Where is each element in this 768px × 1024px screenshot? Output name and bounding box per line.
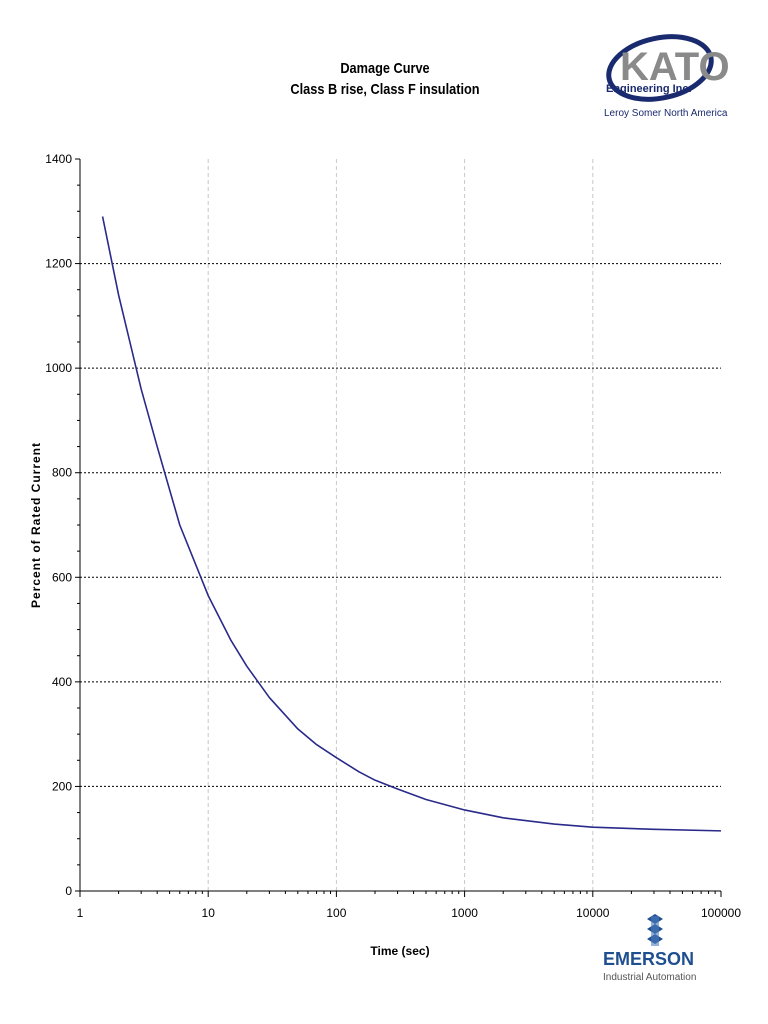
- kato-logo-subtext: Engineering Inc.: [606, 83, 692, 95]
- emerson-logo-text: EMERSON: [603, 949, 694, 969]
- x-tick-label: 100000: [701, 906, 741, 920]
- x-tick-label: 1000: [451, 906, 478, 920]
- ticks-layer: 0 200 400 600 800 1000 1200 1400 1 10 100 1000 10000…: [45, 152, 741, 920]
- kato-logo: KATO Engineering Inc. Leroy Somer North …: [604, 34, 730, 119]
- emerson-logo: EMERSON Industrial Automation: [603, 914, 696, 983]
- kato-parent-text: Leroy Somer North America: [604, 108, 728, 119]
- emerson-logo-subtext: Industrial Automation: [603, 972, 696, 983]
- series-layer: [101, 216, 722, 832]
- x-axis-title: Time (sec): [370, 944, 429, 958]
- chart-title-block: Damage Curve Class B rise, Class F insul…: [240, 58, 530, 100]
- y-tick-label: 200: [52, 779, 72, 793]
- axes-layer: [79, 159, 721, 892]
- kato-logo-text: KATO: [620, 45, 730, 89]
- x-tick-label: 10000: [576, 906, 610, 920]
- damage-curve-line: [101, 216, 722, 832]
- y-axis-title: Percent of Rated Current: [29, 442, 43, 608]
- x-tick-label: 1: [77, 906, 84, 920]
- y-tick-label: 800: [52, 466, 72, 480]
- x-tick-label: 10: [202, 906, 216, 920]
- chart-title: Damage Curve: [340, 60, 430, 77]
- kato-swoosh-icon: [606, 34, 714, 102]
- y-tick-label: 1000: [45, 361, 72, 375]
- y-tick-label: 1200: [45, 257, 72, 271]
- chart-subtitle: Class B rise, Class F insulation: [290, 81, 480, 98]
- grid-layer: [80, 159, 721, 891]
- y-tick-label: 0: [65, 884, 72, 898]
- y-tick-label: 600: [52, 570, 72, 584]
- x-tick-label: 100: [326, 906, 346, 920]
- emerson-emblem-icon: [647, 914, 663, 946]
- y-tick-label: 1400: [45, 152, 72, 166]
- y-tick-label: 400: [52, 675, 72, 689]
